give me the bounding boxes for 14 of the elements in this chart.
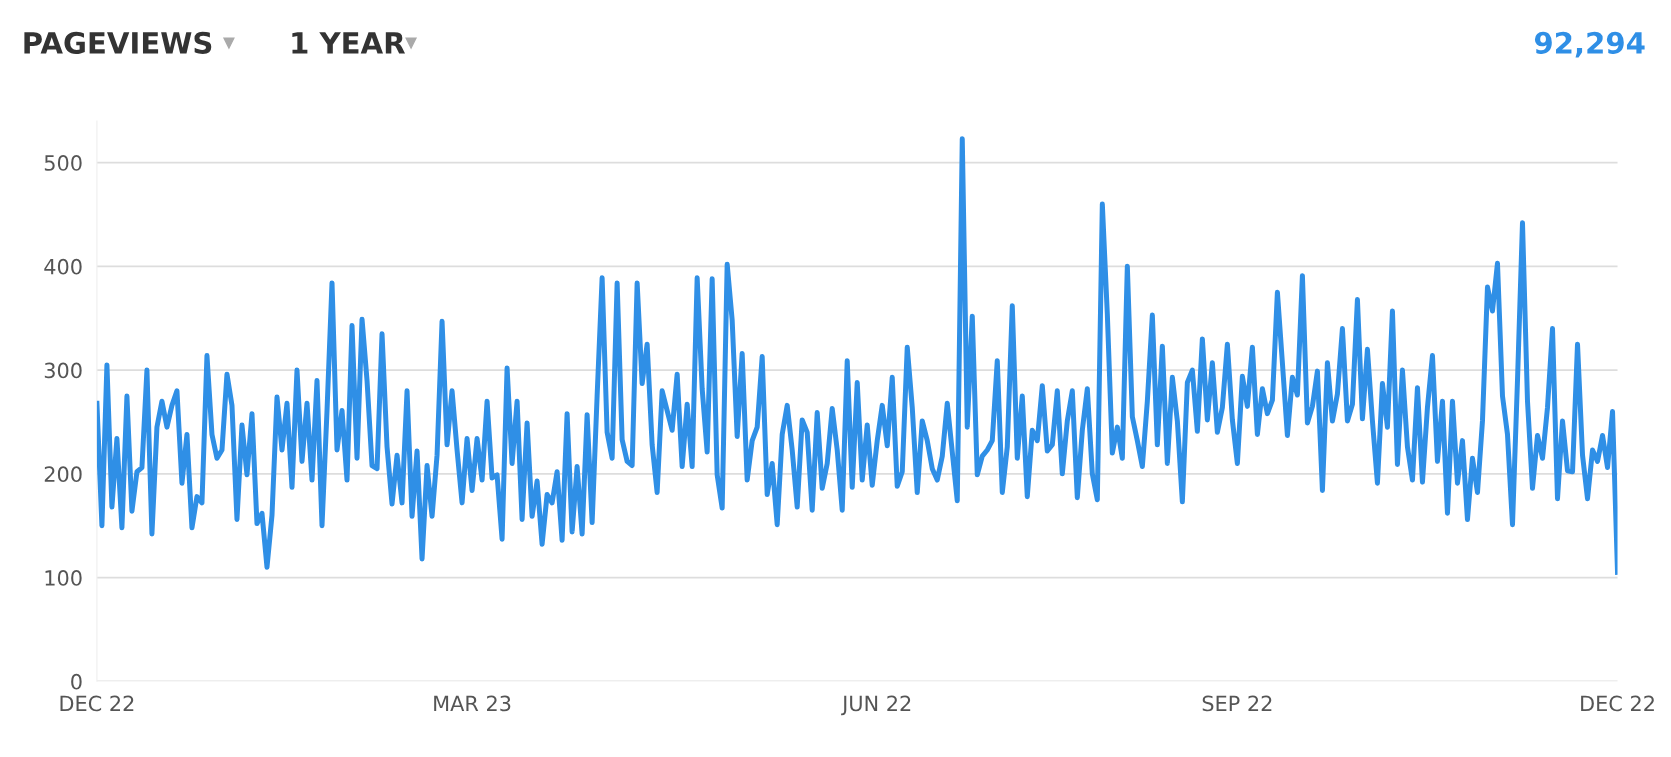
y-tick-label: 300 bbox=[44, 362, 82, 379]
x-tick-label: DEC 22 bbox=[1581, 695, 1654, 712]
y-tick-label: 100 bbox=[45, 570, 82, 586]
text: 92,294 bbox=[1534, 31, 1645, 58]
chart-subtitle: 1 YEAR bbox=[292, 32, 406, 54]
x-tick-label: MAR 23 bbox=[434, 695, 511, 712]
x-tick-label: JUN 22 bbox=[841, 695, 911, 716]
y-tick-label: 200 bbox=[44, 466, 82, 483]
y-tick-label: 500 bbox=[44, 155, 82, 171]
x-tick-label: SEP 22 bbox=[1202, 695, 1272, 712]
chart-title: PAGEVIEWS bbox=[24, 31, 212, 54]
y-tick-label: 0 bbox=[71, 673, 82, 690]
y-tick-label: 400 bbox=[44, 258, 82, 275]
x-tick-label: DEC 22 bbox=[60, 695, 134, 712]
